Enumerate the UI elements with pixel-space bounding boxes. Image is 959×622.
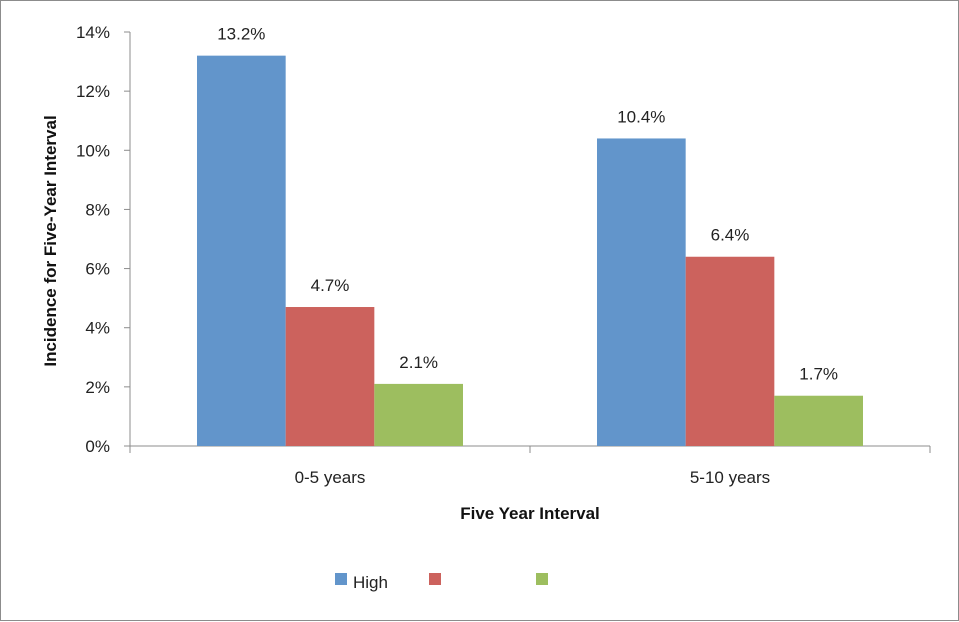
- data-label: 4.7%: [311, 276, 350, 295]
- legend-swatch: [536, 573, 548, 585]
- y-tick-label: 10%: [76, 141, 110, 160]
- data-label: 6.4%: [711, 226, 750, 245]
- bar: [774, 395, 863, 446]
- x-tick-label: 0-5 years: [295, 468, 366, 487]
- y-tick-label: 2%: [85, 378, 110, 397]
- data-label: 13.2%: [217, 25, 265, 44]
- y-axis: 0% 2% 4% 6% 8% 10% 12% 14%: [76, 23, 131, 456]
- data-label: 10.4%: [617, 107, 665, 126]
- legend-label: High: [353, 573, 388, 592]
- bar: [374, 383, 463, 446]
- bar: [197, 55, 286, 447]
- y-tick-label: 8%: [85, 200, 110, 219]
- y-tick-label: 6%: [85, 260, 110, 279]
- x-axis: 0-5 years 5-10 years: [129, 445, 931, 487]
- legend-swatch: [429, 573, 441, 585]
- bar: [597, 138, 686, 446]
- bar: [285, 307, 375, 446]
- bar: [685, 256, 775, 446]
- legend-swatch: [335, 573, 347, 585]
- y-tick-label: 14%: [76, 23, 110, 42]
- data-label: 1.7%: [799, 365, 838, 384]
- x-axis-title: Five Year Interval: [460, 504, 600, 523]
- bars-group: [197, 55, 863, 447]
- y-axis-title: Incidence for Five-Year Interval: [41, 115, 60, 366]
- x-tick-label: 5-10 years: [690, 468, 770, 487]
- y-tick-label: 12%: [76, 82, 110, 101]
- y-tick-label: 4%: [85, 319, 110, 338]
- y-tick-label: 0%: [85, 437, 110, 456]
- data-label: 2.1%: [399, 353, 438, 372]
- data-labels-group: 13.2% 4.7% 2.1% 10.4% 6.4% 1.7%: [217, 25, 838, 384]
- legend: High: [335, 573, 548, 592]
